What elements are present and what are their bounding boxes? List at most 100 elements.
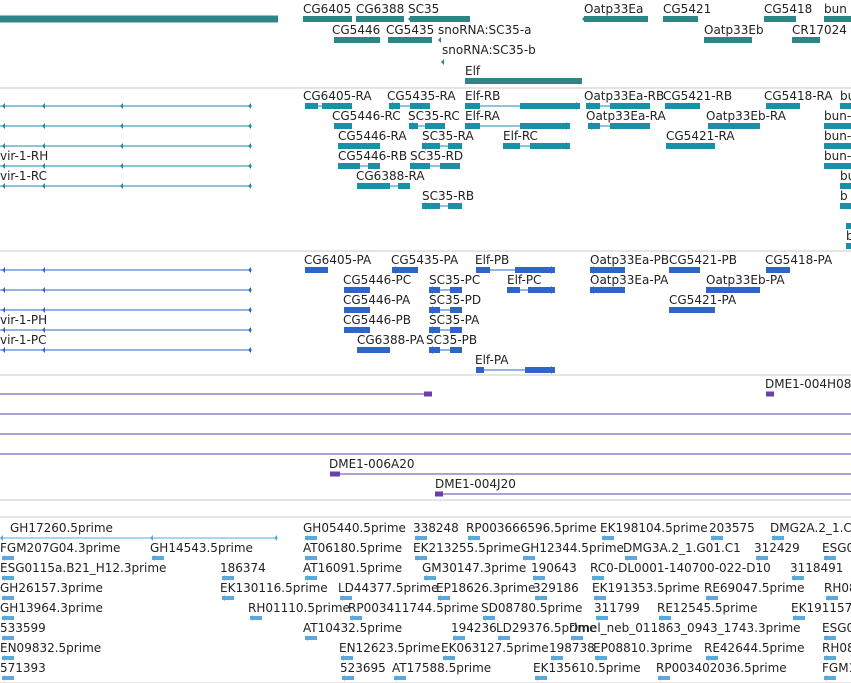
- exon-block[interactable]: [422, 203, 440, 209]
- est-block[interactable]: [772, 536, 784, 540]
- est-block[interactable]: [438, 596, 450, 600]
- exon-block[interactable]: [392, 267, 418, 273]
- exon-block[interactable]: [465, 123, 480, 129]
- est-block[interactable]: [602, 536, 614, 540]
- est-block[interactable]: [342, 676, 354, 680]
- exon-block[interactable]: [398, 183, 410, 189]
- est-block[interactable]: [2, 596, 14, 600]
- est-block[interactable]: [443, 656, 455, 660]
- gene-glyph[interactable]: [388, 37, 432, 43]
- exon-block[interactable]: [666, 143, 715, 149]
- gene-glyph[interactable]: [465, 78, 582, 84]
- exon-block[interactable]: [476, 267, 490, 273]
- est-block[interactable]: [706, 596, 718, 600]
- gene-glyph[interactable]: [303, 16, 352, 22]
- est-block[interactable]: [658, 676, 670, 680]
- est-block[interactable]: [711, 536, 723, 540]
- exon-block[interactable]: [610, 103, 650, 109]
- est-block[interactable]: [625, 556, 637, 560]
- exon-block[interactable]: [824, 123, 851, 129]
- est-block[interactable]: [222, 576, 234, 580]
- gene-glyph[interactable]: [584, 16, 648, 22]
- est-block[interactable]: [793, 616, 805, 620]
- est-block[interactable]: [551, 656, 563, 660]
- est-block[interactable]: [468, 536, 480, 540]
- gene-glyph[interactable]: [764, 16, 796, 22]
- exon-block[interactable]: [766, 267, 790, 273]
- exon-block[interactable]: [344, 327, 370, 333]
- est-block[interactable]: [305, 636, 317, 640]
- exon-block[interactable]: [450, 327, 462, 333]
- exon-block[interactable]: [520, 123, 570, 129]
- bac-end[interactable]: [330, 471, 340, 477]
- exon-block[interactable]: [525, 367, 555, 373]
- exon-block[interactable]: [429, 347, 440, 353]
- exon-block[interactable]: [669, 267, 700, 273]
- exon-block[interactable]: [429, 327, 440, 333]
- gene-glyph[interactable]: [792, 37, 820, 43]
- est-block[interactable]: [2, 556, 14, 560]
- exon-block[interactable]: [530, 143, 570, 149]
- est-block[interactable]: [415, 556, 427, 560]
- exon-block[interactable]: [450, 307, 462, 313]
- exon-block[interactable]: [425, 123, 445, 129]
- exon-block[interactable]: [846, 243, 851, 249]
- est-block[interactable]: [535, 676, 547, 680]
- est-block[interactable]: [2, 616, 14, 620]
- exon-block[interactable]: [669, 307, 715, 313]
- est-block[interactable]: [596, 616, 608, 620]
- exon-block[interactable]: [824, 163, 851, 169]
- exon-block[interactable]: [450, 287, 462, 293]
- exon-block[interactable]: [410, 163, 430, 169]
- est-block[interactable]: [250, 616, 262, 620]
- exon-block[interactable]: [448, 203, 462, 209]
- est-block[interactable]: [340, 596, 352, 600]
- exon-block[interactable]: [429, 287, 440, 293]
- gene-glyph[interactable]: [334, 37, 380, 43]
- est-block[interactable]: [2, 576, 14, 580]
- est-block[interactable]: [824, 676, 836, 680]
- est-block[interactable]: [2, 676, 14, 680]
- gene-glyph[interactable]: [663, 16, 698, 22]
- est-block[interactable]: [305, 556, 317, 560]
- exon-block[interactable]: [515, 267, 555, 273]
- exon-block[interactable]: [824, 143, 851, 149]
- exon-block[interactable]: [305, 267, 328, 273]
- est-block[interactable]: [571, 636, 583, 640]
- exon-block[interactable]: [440, 163, 460, 169]
- bac-end[interactable]: [435, 491, 443, 497]
- exon-block[interactable]: [588, 123, 600, 129]
- exon-block[interactable]: [338, 143, 380, 149]
- exon-block[interactable]: [708, 123, 760, 129]
- exon-block[interactable]: [422, 143, 440, 149]
- est-block[interactable]: [394, 676, 406, 680]
- est-block[interactable]: [222, 596, 234, 600]
- exon-block[interactable]: [840, 183, 851, 189]
- est-block[interactable]: [706, 656, 718, 660]
- est-block[interactable]: [453, 636, 465, 640]
- exon-block[interactable]: [368, 163, 380, 169]
- est-block[interactable]: [498, 636, 510, 640]
- exon-block[interactable]: [305, 103, 318, 109]
- exon-block[interactable]: [410, 103, 430, 109]
- exon-block[interactable]: [520, 103, 580, 109]
- est-block[interactable]: [826, 596, 838, 600]
- exon-block[interactable]: [344, 287, 370, 293]
- exon-block[interactable]: [409, 123, 418, 129]
- exon-block[interactable]: [590, 287, 625, 293]
- exon-block[interactable]: [840, 203, 851, 209]
- est-block[interactable]: [824, 556, 836, 560]
- est-block[interactable]: [483, 616, 495, 620]
- est-block[interactable]: [594, 596, 606, 600]
- exon-block[interactable]: [338, 163, 360, 169]
- est-block[interactable]: [341, 656, 353, 660]
- est-block[interactable]: [792, 576, 804, 580]
- exon-block[interactable]: [357, 347, 390, 353]
- est-block[interactable]: [305, 536, 317, 540]
- bac-end[interactable]: [424, 391, 432, 397]
- est-block[interactable]: [415, 536, 427, 540]
- exon-block[interactable]: [465, 103, 480, 109]
- est-block[interactable]: [535, 596, 547, 600]
- exon-block[interactable]: [389, 103, 400, 109]
